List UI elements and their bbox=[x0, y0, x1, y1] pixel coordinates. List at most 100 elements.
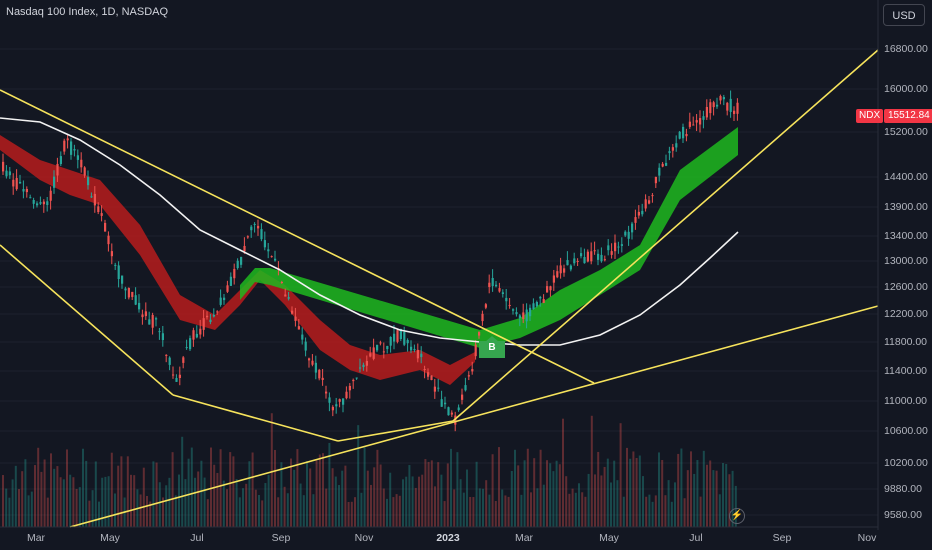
candle-body bbox=[733, 110, 736, 114]
candle-body bbox=[382, 351, 385, 353]
volume-bar bbox=[91, 490, 94, 527]
candle-body bbox=[678, 131, 681, 139]
volume-bar bbox=[597, 451, 600, 527]
volume-bar bbox=[168, 477, 171, 527]
y-tick: 15200.00 bbox=[884, 126, 928, 138]
volume-bar bbox=[619, 423, 622, 527]
candle-body bbox=[529, 307, 532, 317]
volume-bar bbox=[334, 476, 337, 527]
currency-button[interactable]: USD bbox=[883, 4, 925, 26]
buy-signal-marker[interactable]: B bbox=[479, 336, 505, 358]
volume-bar bbox=[728, 474, 731, 527]
volume-bar bbox=[344, 465, 347, 527]
candle-body bbox=[474, 344, 477, 357]
candle-body bbox=[365, 360, 368, 366]
volume-bar bbox=[421, 474, 424, 527]
candle-body bbox=[634, 217, 637, 223]
volume-bar bbox=[696, 460, 699, 527]
x-tick: Sep bbox=[772, 532, 792, 544]
candle-body bbox=[42, 201, 45, 205]
candle-body bbox=[651, 195, 654, 197]
volume-bar bbox=[325, 488, 328, 527]
candle-body bbox=[712, 102, 715, 108]
volume-bar bbox=[427, 461, 430, 527]
candle-body bbox=[359, 367, 362, 369]
candle-body bbox=[593, 250, 596, 252]
candle-body bbox=[59, 156, 62, 165]
volume-bar bbox=[482, 488, 484, 527]
candle-body bbox=[505, 297, 508, 302]
volume-bar bbox=[635, 458, 638, 527]
volume-bar bbox=[430, 460, 433, 527]
candle-body bbox=[396, 330, 399, 342]
candle-body bbox=[376, 344, 379, 351]
volume-bar bbox=[232, 456, 235, 527]
volume-bar bbox=[472, 497, 475, 527]
candle-body bbox=[97, 206, 100, 213]
volume-bar bbox=[507, 496, 510, 527]
candle-body bbox=[457, 407, 460, 411]
candle-body bbox=[83, 167, 86, 176]
volume-bar bbox=[264, 483, 267, 527]
candle-body bbox=[155, 318, 158, 320]
volume-bar bbox=[434, 486, 436, 527]
candle-body bbox=[437, 387, 440, 389]
candle-body bbox=[165, 354, 168, 356]
candle-body bbox=[226, 285, 229, 292]
candle-body bbox=[63, 140, 66, 152]
candle-body bbox=[314, 362, 317, 373]
volume-bar bbox=[62, 479, 65, 527]
volume-bar bbox=[600, 475, 603, 527]
moving-average-line bbox=[0, 117, 739, 346]
volume-bar bbox=[386, 498, 388, 527]
up-arrow-icon bbox=[485, 336, 499, 342]
candle-body bbox=[5, 170, 8, 177]
volume-bar bbox=[14, 465, 17, 527]
candle-body bbox=[80, 159, 83, 168]
x-tick: May bbox=[100, 532, 120, 544]
volume-bar bbox=[242, 488, 244, 527]
volume-bar bbox=[450, 448, 452, 527]
volume-bar bbox=[283, 486, 286, 527]
candle-body bbox=[352, 379, 355, 382]
candle-body bbox=[141, 314, 144, 318]
candle-body bbox=[685, 133, 688, 137]
volume-bar bbox=[626, 447, 628, 527]
candle-body bbox=[168, 357, 171, 365]
volume-bar bbox=[670, 501, 673, 527]
volume-bar bbox=[590, 415, 593, 527]
candle-body bbox=[484, 304, 487, 308]
trendline bbox=[452, 49, 879, 422]
candle-body bbox=[637, 211, 640, 216]
volume-bar bbox=[261, 500, 264, 527]
replay-icon[interactable]: ⚡ bbox=[729, 508, 745, 524]
candle-body bbox=[440, 399, 443, 407]
candle-body bbox=[610, 251, 613, 255]
x-tick: Jul bbox=[190, 532, 204, 544]
candle-body bbox=[257, 225, 260, 229]
volume-bar bbox=[245, 483, 248, 527]
candle-body bbox=[590, 251, 593, 262]
volume-bar bbox=[21, 471, 24, 527]
volume-bar bbox=[235, 479, 238, 527]
candle-body bbox=[127, 287, 130, 298]
volume-bar bbox=[363, 447, 366, 527]
volume-bar bbox=[578, 483, 580, 527]
candle-body bbox=[233, 268, 236, 279]
volume-bar bbox=[37, 447, 40, 527]
volume-bar bbox=[485, 480, 488, 527]
volume-bar bbox=[8, 497, 11, 527]
candle-body bbox=[702, 116, 705, 120]
symbol-title: Nasdaq 100 Index, 1D, NASDAQ bbox=[6, 6, 169, 18]
volume-bar bbox=[645, 496, 648, 527]
volume-bar bbox=[360, 492, 363, 527]
candle-body bbox=[29, 197, 32, 199]
candle-body bbox=[178, 374, 181, 378]
volume-bar bbox=[555, 460, 558, 527]
volume-bar bbox=[126, 456, 129, 527]
candle-body bbox=[726, 102, 729, 111]
volume-bar bbox=[219, 449, 222, 527]
candle-body bbox=[321, 377, 324, 380]
